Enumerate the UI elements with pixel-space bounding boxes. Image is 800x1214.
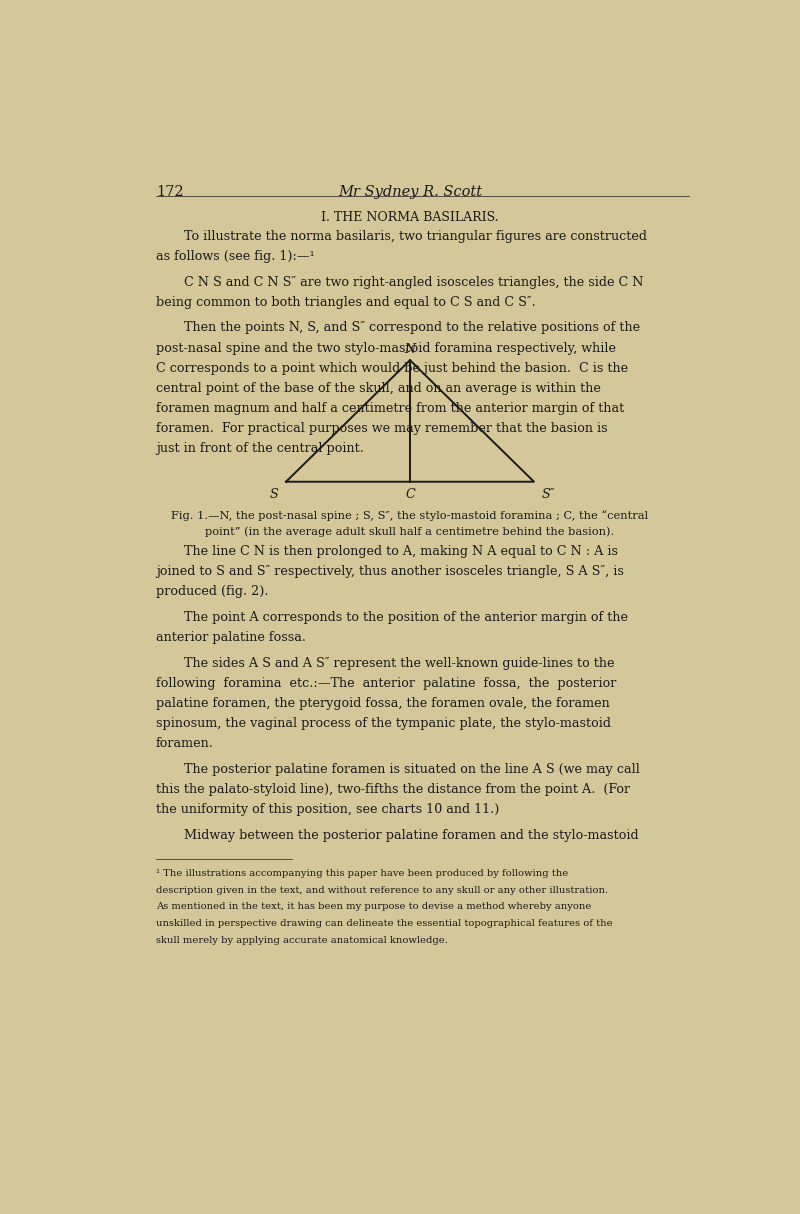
Text: following  foramina  etc.:—The  anterior  palatine  fossa,  the  posterior: following foramina etc.:—The anterior pa…: [156, 677, 616, 690]
Text: Mr Sydney R. Scott: Mr Sydney R. Scott: [338, 185, 482, 199]
Text: point” (in the average adult skull half a centimetre behind the basion).: point” (in the average adult skull half …: [206, 527, 614, 537]
Text: 172: 172: [156, 185, 183, 199]
Text: Midway between the posterior palatine foramen and the stylo-mastoid: Midway between the posterior palatine fo…: [184, 829, 638, 843]
Text: C corresponds to a point which would be just behind the basion.  C is the: C corresponds to a point which would be …: [156, 362, 628, 375]
Text: The sides A S and A S″ represent the well-known guide-lines to the: The sides A S and A S″ represent the wel…: [184, 657, 614, 670]
Text: produced (fig. 2).: produced (fig. 2).: [156, 585, 268, 599]
Text: being common to both triangles and equal to C S and C S″.: being common to both triangles and equal…: [156, 296, 535, 308]
Text: Then the points N, S, and S″ correspond to the relative positions of the: Then the points N, S, and S″ correspond …: [184, 322, 640, 334]
Text: just in front of the central point.: just in front of the central point.: [156, 442, 364, 455]
Text: as follows (see fig. 1):—¹: as follows (see fig. 1):—¹: [156, 250, 314, 263]
Text: The line C N is then prolonged to A, making N A equal to C N : A is: The line C N is then prolonged to A, mak…: [184, 545, 618, 558]
Text: C: C: [405, 488, 415, 501]
Text: N: N: [405, 344, 415, 357]
Text: unskilled in perspective drawing can delineate the essential topographical featu: unskilled in perspective drawing can del…: [156, 919, 613, 929]
Text: I. THE NORMA BASILARIS.: I. THE NORMA BASILARIS.: [322, 211, 498, 225]
Text: this the palato-styloid line), two-fifths the distance from the point A.  (For: this the palato-styloid line), two-fifth…: [156, 783, 630, 796]
Text: foramen.: foramen.: [156, 737, 214, 750]
Text: central point of the base of the skull, and on an average is within the: central point of the base of the skull, …: [156, 381, 601, 395]
Text: Fig. 1.—N, the post-nasal spine ; S, S″, the stylo-mastoid foramina ; C, the “ce: Fig. 1.—N, the post-nasal spine ; S, S″,…: [171, 510, 649, 521]
Text: anterior palatine fossa.: anterior palatine fossa.: [156, 631, 306, 645]
Text: To illustrate the norma basilaris, two triangular figures are constructed: To illustrate the norma basilaris, two t…: [184, 229, 646, 243]
Text: The posterior palatine foramen is situated on the line A S (we may call: The posterior palatine foramen is situat…: [184, 764, 639, 776]
Text: description given in the text, and without reference to any skull or any other i: description given in the text, and witho…: [156, 885, 608, 895]
Text: foramen magnum and half a centimetre from the anterior margin of that: foramen magnum and half a centimetre fro…: [156, 402, 624, 415]
Text: spinosum, the vaginal process of the tympanic plate, the stylo-mastoid: spinosum, the vaginal process of the tym…: [156, 717, 611, 731]
Text: C N S and C N S″ are two right-angled isosceles triangles, the side C N: C N S and C N S″ are two right-angled is…: [184, 276, 643, 289]
Text: skull merely by applying accurate anatomical knowledge.: skull merely by applying accurate anatom…: [156, 936, 448, 944]
Text: As mentioned in the text, it has been my purpose to devise a method whereby anyo: As mentioned in the text, it has been my…: [156, 902, 591, 912]
Text: joined to S and S″ respectively, thus another isosceles triangle, S A S″, is: joined to S and S″ respectively, thus an…: [156, 566, 624, 578]
Text: palatine foramen, the pterygoid fossa, the foramen ovale, the foramen: palatine foramen, the pterygoid fossa, t…: [156, 697, 610, 710]
Text: post-nasal spine and the two stylo-mastoid foramina respectively, while: post-nasal spine and the two stylo-masto…: [156, 341, 616, 354]
Text: The point A corresponds to the position of the anterior margin of the: The point A corresponds to the position …: [184, 611, 628, 624]
Text: ¹ The illustrations accompanying this paper have been produced by following the: ¹ The illustrations accompanying this pa…: [156, 869, 568, 878]
Text: S: S: [269, 488, 278, 501]
Text: S″: S″: [542, 488, 555, 501]
Text: foramen.  For practical purposes we may remember that the basion is: foramen. For practical purposes we may r…: [156, 422, 607, 435]
Text: the uniformity of this position, see charts 10 and 11.): the uniformity of this position, see cha…: [156, 804, 499, 816]
